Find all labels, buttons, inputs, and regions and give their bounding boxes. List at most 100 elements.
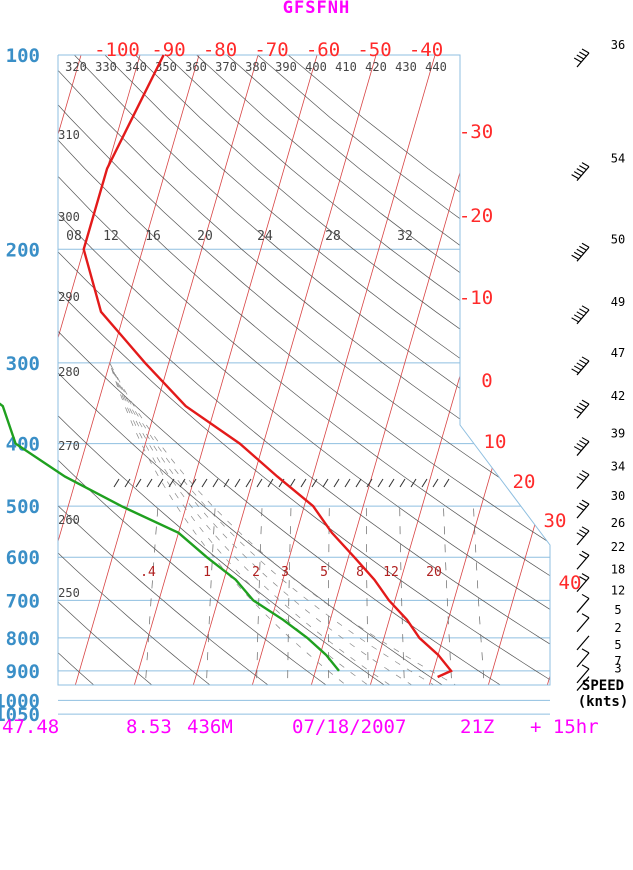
footer-elevation: 436M: [187, 716, 233, 738]
wind-barb: [577, 594, 589, 612]
theta-label-top: 320: [65, 60, 87, 74]
wind-speed-label: 49: [611, 295, 625, 309]
mixing-ratio-3: [287, 506, 291, 714]
isotherm-10: [362, 55, 553, 714]
temperature-label-top: -70: [254, 39, 288, 61]
hatch-mark: [378, 479, 383, 487]
hatch-mark: [301, 479, 306, 487]
wind-speed-label: 50: [611, 232, 625, 246]
wind-speed-label: 36: [611, 38, 625, 52]
adiabat-340: [0, 55, 633, 714]
pressure-label-700: 700: [6, 590, 40, 612]
theta-label-top: 430: [395, 60, 417, 74]
wind-barb: [577, 527, 589, 545]
dry-adiabat-lines: [0, 55, 633, 714]
mixing-ratio-label-lower: 3: [281, 565, 289, 580]
isotherm--80: [0, 55, 22, 714]
hatch-mark: [389, 479, 394, 487]
wind-barb: [574, 49, 589, 67]
theta-label-top: 440: [425, 60, 447, 74]
dewpoint-profile: [0, 187, 339, 671]
adiabat-390: [74, 55, 633, 714]
pressure-label-400: 400: [6, 434, 40, 456]
wind-barb: [572, 163, 589, 181]
hatch-mark: [323, 479, 328, 487]
wind-barb: [577, 636, 589, 650]
isotherm-lines: [0, 55, 633, 714]
pressure-label-200: 200: [6, 239, 40, 261]
adiabat-350: [0, 55, 633, 714]
diagram-outline: [58, 55, 550, 685]
isotherm--40: [67, 55, 258, 714]
wind-barb: [572, 357, 589, 375]
footer-info: 47.48 8.53 436M 07/18/2007 21Z + 15hr: [0, 716, 633, 870]
mixing-ratio-12: [400, 506, 406, 714]
adiabat-370: [13, 55, 633, 714]
mixing-ratio-label-lower: 20: [426, 565, 442, 580]
wind-speed-label: 47: [611, 346, 625, 360]
adiabat-430: [197, 55, 633, 714]
mixing-ratio-label-upper: 24: [257, 229, 273, 244]
isobar-lines: [58, 55, 550, 714]
theta-label-left: 270: [58, 439, 80, 453]
temperature-label-top: -40: [409, 39, 443, 61]
hatch-mark: [345, 479, 350, 487]
hatch-mark: [180, 479, 185, 487]
hatch-mark: [202, 479, 207, 487]
wind-barb: [574, 438, 589, 456]
temperature-label-top: -90: [151, 39, 185, 61]
hatch-mark: [290, 479, 295, 487]
wind-barb: [577, 614, 589, 632]
wind-speed-header: SPEED: [582, 678, 624, 694]
mixing-ratio-label-upper: 20: [197, 229, 213, 244]
theta-label-left: 260: [58, 513, 80, 527]
temperature-label-right: 20: [513, 471, 536, 493]
hatch-mark: [136, 479, 141, 487]
mixing-ratio-label-lower: 12: [383, 565, 399, 580]
temperature-label-top: -100: [94, 39, 140, 61]
adiabat-250: [0, 55, 187, 714]
adiabat-410: [135, 55, 633, 714]
mixing-ratio-5: [329, 506, 330, 714]
isotherm--70: [0, 55, 81, 714]
wind-barb: [577, 551, 589, 569]
hatch-mark: [356, 479, 361, 487]
hatch-mark: [444, 479, 449, 487]
hatch-mark: [400, 479, 405, 487]
footer-lon: 8.53: [126, 716, 172, 738]
mixing-ratio-label-upper: 12: [103, 229, 119, 244]
wind-speed-label: 30: [611, 489, 625, 503]
theta-label-left: 250: [58, 586, 80, 600]
hatch-mark: [235, 479, 240, 487]
wind-speed-label: 12: [611, 583, 625, 597]
hatch-mark: [169, 479, 174, 487]
temperature-label-top: -50: [357, 39, 391, 61]
theta-label-top: 400: [305, 60, 327, 74]
hatch-mark: [224, 479, 229, 487]
hatch-mark: [433, 479, 438, 487]
mixing-ratio-label-lower: 2: [252, 565, 260, 580]
footer-forecast: + 15hr: [530, 716, 599, 738]
wind-barb: [577, 471, 589, 489]
theta-label-top: 340: [125, 60, 147, 74]
theta-label-left: 310: [58, 128, 80, 142]
adiabat-270: [0, 55, 307, 714]
footer-date: 07/18/2007: [292, 716, 406, 738]
isotherm-0: [303, 55, 494, 714]
hatch-mark: [246, 479, 251, 487]
mixing-ratio-28: [474, 506, 487, 714]
wind-speed-label: 54: [611, 152, 625, 166]
hatch-mark: [147, 479, 152, 487]
wind-speed-label: 5: [614, 638, 621, 652]
adiabat-280: [0, 55, 367, 714]
theta-label-top: 360: [185, 60, 207, 74]
theta-label-top: 330: [95, 60, 117, 74]
mixing-ratio-20: [444, 506, 454, 714]
mixing-ratio-label-upper: 16: [145, 229, 161, 244]
pressure-label-600: 600: [6, 547, 40, 569]
theta-label-top: 390: [275, 60, 297, 74]
adiabat-460: [288, 55, 633, 714]
wind-speed-label: 34: [611, 460, 625, 474]
temperature-label-right: -30: [459, 121, 493, 143]
